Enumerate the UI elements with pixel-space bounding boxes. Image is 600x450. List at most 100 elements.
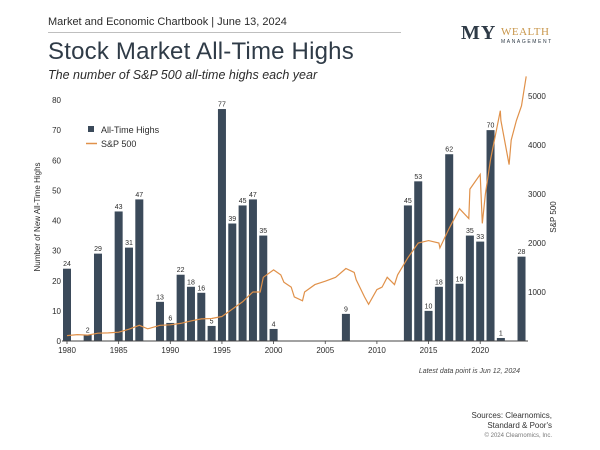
bar — [228, 223, 237, 341]
x-tick-label: 2010 — [368, 346, 386, 355]
bar-value-label: 2 — [86, 327, 90, 334]
bar-value-label: 28 — [518, 249, 526, 256]
bar-value-label: 31 — [125, 240, 133, 247]
bar-value-label: 4 — [272, 321, 276, 328]
y2-tick-label: 4000 — [528, 141, 546, 150]
bar — [155, 301, 164, 341]
bar-data-labels: 2422943314713622181657739454735494553101… — [63, 102, 525, 338]
bar — [517, 256, 526, 341]
bar — [186, 286, 195, 341]
bar-value-label: 9 — [344, 306, 348, 313]
y-tick-label: 40 — [52, 217, 61, 226]
bar — [166, 322, 175, 341]
x-tick-label: 1995 — [213, 346, 231, 355]
bar — [414, 181, 423, 341]
y2-axis-label: S&P 500 — [549, 201, 558, 233]
x-axis-ticks: 1980 1985 1990 1995 2000 2005 2010 2015 2020 — [58, 341, 490, 355]
bar-value-label: 10 — [425, 303, 433, 310]
y-tick-label: 10 — [52, 307, 61, 316]
bar — [496, 337, 505, 341]
chart-subtitle: The number of S&P 500 all-time highs eac… — [48, 68, 318, 82]
logo-wealth: WEALTH — [501, 26, 550, 38]
chart-title: Stock Market All-Time Highs — [48, 38, 354, 65]
bar-value-label: 18 — [435, 279, 443, 286]
y-tick-label: 70 — [52, 126, 61, 135]
bar-value-label: 70 — [487, 123, 495, 130]
bar — [124, 247, 133, 341]
bar-value-label: 35 — [259, 228, 267, 235]
bar-value-label: 5 — [210, 318, 214, 325]
bar — [445, 154, 454, 341]
bar-value-label: 13 — [156, 294, 164, 301]
bar-value-label: 6 — [168, 315, 172, 322]
x-tick-label: 1990 — [161, 346, 179, 355]
bar — [403, 205, 412, 341]
y-axis-ticks: 0 10 20 30 40 50 60 70 80 — [52, 96, 61, 346]
bar-value-label: 29 — [94, 246, 102, 253]
legend: All-Time Highs S&P 500 — [86, 125, 160, 149]
bar-value-label: 18 — [187, 279, 195, 286]
x-tick-label: 2005 — [316, 346, 334, 355]
bar — [248, 199, 257, 341]
bar-value-label: 45 — [404, 198, 412, 205]
y-tick-label: 50 — [52, 186, 61, 195]
sources-line-2: Standard & Poor's — [487, 421, 552, 430]
bar — [83, 334, 92, 341]
legend-bar-label: All-Time Highs — [101, 125, 160, 135]
bar-series — [63, 109, 526, 341]
bar-value-label: 16 — [197, 285, 205, 292]
bar — [197, 292, 206, 341]
brand-logo: MY WEALTH MANAGEMENT — [461, 22, 561, 48]
bar — [217, 109, 226, 341]
bar-value-label: 35 — [466, 228, 474, 235]
bar-value-label: 47 — [249, 192, 257, 199]
header-divider — [48, 32, 401, 33]
copyright: © 2024 Clearnomics, Inc. — [484, 433, 552, 439]
bar — [176, 274, 185, 341]
bar — [465, 235, 474, 341]
bar — [486, 130, 495, 341]
bar-value-label: 47 — [135, 192, 143, 199]
bar-value-label: 22 — [177, 267, 185, 274]
latest-data-note: Latest data point is Jun 12, 2024 — [418, 368, 520, 375]
legend-bar-swatch — [88, 126, 94, 132]
x-tick-label: 2020 — [471, 346, 489, 355]
bar — [259, 235, 268, 341]
chartbook-header: Market and Economic Chartbook | June 13,… — [48, 16, 287, 28]
bar — [207, 325, 216, 341]
x-tick-label: 2000 — [265, 346, 283, 355]
bar — [341, 313, 350, 341]
bar-value-label: 39 — [228, 216, 236, 223]
x-tick-label: 2015 — [420, 346, 438, 355]
sources: Sources: Clearnomics, Standard & Poor's — [448, 411, 552, 431]
y-tick-label: 0 — [57, 337, 62, 346]
x-tick-label: 1980 — [58, 346, 76, 355]
logo-my: MY — [461, 22, 497, 44]
bar — [114, 211, 123, 341]
bar — [269, 328, 278, 341]
bar-value-label: 43 — [115, 204, 123, 211]
bar — [93, 253, 102, 341]
bar — [135, 199, 144, 341]
bar-value-label: 1 — [499, 330, 503, 337]
legend-line-label: S&P 500 — [101, 139, 136, 149]
sp500-line — [66, 76, 527, 337]
bar-value-label: 19 — [456, 276, 464, 283]
y2-axis-ticks: 1000 2000 3000 4000 5000 — [528, 92, 546, 297]
bar-value-label: 53 — [414, 174, 422, 181]
bar-value-label: 24 — [63, 261, 71, 268]
y-tick-label: 60 — [52, 156, 61, 165]
bar-value-label: 77 — [218, 102, 226, 109]
bar — [63, 268, 71, 341]
bar-value-label: 45 — [239, 198, 247, 205]
sources-line-1: Sources: Clearnomics, — [471, 411, 552, 420]
bar — [455, 283, 464, 341]
bar — [476, 241, 485, 341]
bar — [424, 310, 433, 341]
y2-tick-label: 5000 — [528, 92, 546, 101]
bar — [434, 286, 443, 341]
y2-tick-label: 3000 — [528, 190, 546, 199]
bar-value-label: 62 — [445, 147, 453, 154]
